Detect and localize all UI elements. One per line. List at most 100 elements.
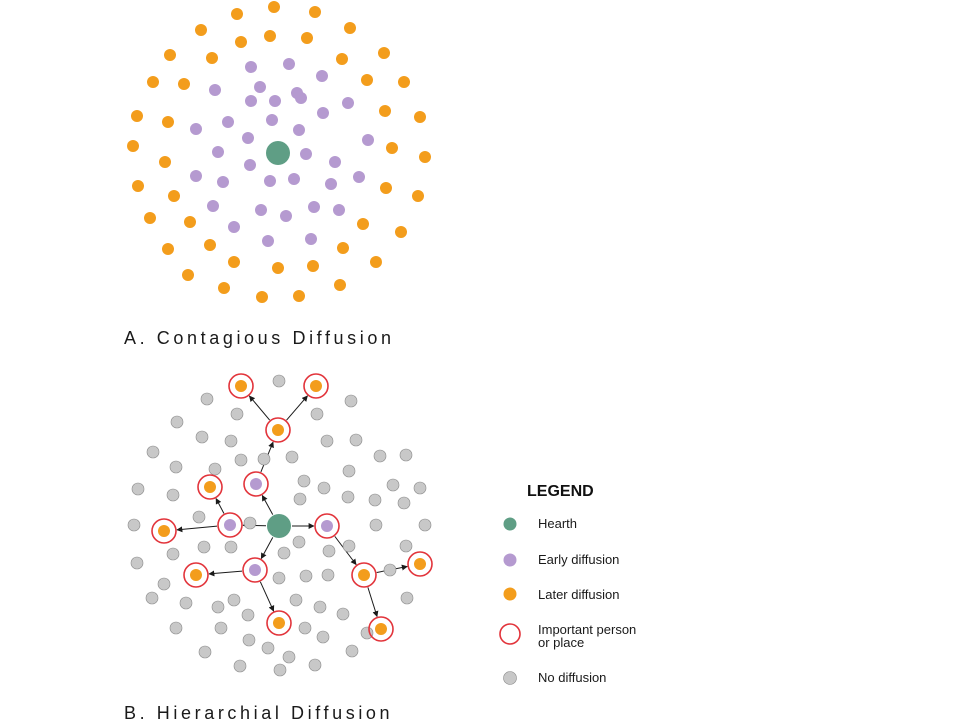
none-dot (258, 453, 270, 465)
none-dot (387, 479, 399, 491)
later-dot (184, 216, 196, 228)
later-dot (206, 52, 218, 64)
later-dot (336, 53, 348, 65)
later-dot (273, 617, 285, 629)
early-dot (209, 84, 221, 96)
early-dot (329, 156, 341, 168)
early-dot (254, 81, 266, 93)
none-dot (167, 548, 179, 560)
none-dot (262, 642, 274, 654)
later-dot (310, 380, 322, 392)
legend-label-hearth: Hearth (538, 517, 658, 530)
legend-no-diffusion-icon (504, 672, 517, 685)
later-dot (162, 116, 174, 128)
later-dot (256, 291, 268, 303)
none-dot (242, 609, 254, 621)
early-dot (333, 204, 345, 216)
none-dot (244, 517, 256, 529)
none-dot (196, 431, 208, 443)
later-dot (370, 256, 382, 268)
later-dot (235, 36, 247, 48)
diffusion-arrow (261, 537, 273, 558)
none-dot (228, 594, 240, 606)
later-dot (358, 569, 370, 581)
hierarchical-dots (128, 374, 432, 676)
none-dot (170, 461, 182, 473)
later-dot (268, 1, 280, 13)
none-dot (343, 540, 355, 552)
hearth-dot (267, 514, 291, 538)
hearth-dot (266, 141, 290, 165)
later-dot (231, 8, 243, 20)
later-dot (147, 76, 159, 88)
later-dot (228, 256, 240, 268)
none-dot (212, 601, 224, 613)
early-dot (217, 176, 229, 188)
early-dot (325, 178, 337, 190)
later-dot (164, 49, 176, 61)
none-dot (171, 416, 183, 428)
none-dot (158, 578, 170, 590)
early-dot (262, 235, 274, 247)
later-dot (235, 380, 247, 392)
none-dot (321, 435, 333, 447)
diffusion-arrow (262, 495, 273, 514)
diffusion-arrow (368, 587, 377, 616)
none-dot (401, 592, 413, 604)
diffusion-arrow (177, 526, 217, 530)
none-dot (322, 569, 334, 581)
early-dot (245, 95, 257, 107)
none-dot (273, 572, 285, 584)
none-dot (343, 465, 355, 477)
later-dot (379, 105, 391, 117)
none-dot (283, 651, 295, 663)
later-dot (204, 239, 216, 251)
diffusion-arrow (286, 396, 307, 420)
legend-early-diffusion-icon (504, 554, 517, 567)
early-dot (288, 173, 300, 185)
later-dot (218, 282, 230, 294)
diffusion-arrow (260, 582, 273, 611)
early-dot (362, 134, 374, 146)
early-dot (305, 233, 317, 245)
early-dot (224, 519, 236, 531)
legend-hearth-icon (504, 518, 517, 531)
none-dot (231, 408, 243, 420)
none-dot (414, 482, 426, 494)
none-dot (209, 463, 221, 475)
later-dot (307, 260, 319, 272)
legend-important-ring-icon (500, 624, 520, 644)
early-dot (212, 146, 224, 158)
none-dot (346, 645, 358, 657)
none-dot (180, 597, 192, 609)
caption-hierarchical-diffusion: B. Hierarchial Diffusion (124, 703, 393, 724)
later-dot (204, 481, 216, 493)
early-dot (283, 58, 295, 70)
none-dot (243, 634, 255, 646)
early-dot (266, 114, 278, 126)
later-dot (414, 558, 426, 570)
none-dot (146, 592, 158, 604)
none-dot (323, 545, 335, 557)
legend-label-important-person-or-place: Important person or place (538, 623, 658, 649)
later-dot (195, 24, 207, 36)
none-dot (314, 601, 326, 613)
early-dot (300, 148, 312, 160)
none-dot (370, 519, 382, 531)
none-dot (273, 375, 285, 387)
early-dot (308, 201, 320, 213)
later-dot (357, 218, 369, 230)
early-dot (316, 70, 328, 82)
none-dot (337, 608, 349, 620)
later-dot (412, 190, 424, 202)
later-dot (395, 226, 407, 238)
none-dot (235, 454, 247, 466)
early-dot (250, 478, 262, 490)
later-dot (190, 569, 202, 581)
none-dot (290, 594, 302, 606)
none-dot (225, 541, 237, 553)
caption-contagious-diffusion: A. Contagious Diffusion (124, 328, 395, 349)
none-dot (128, 519, 140, 531)
early-dot (269, 95, 281, 107)
